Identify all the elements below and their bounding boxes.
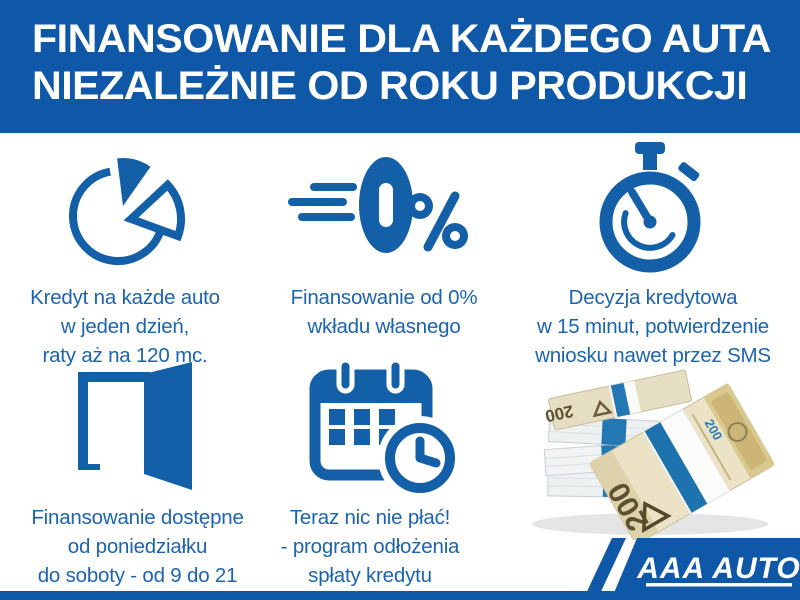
caption-line: Kredyt na każde auto <box>30 286 220 309</box>
feature-caption-availability: Finansowanie dostępne od poniedziałku do… <box>10 503 265 590</box>
caption-line: wkładu własnego <box>307 315 461 338</box>
caption-line: wniosku nawet przez SMS <box>535 344 771 367</box>
caption-line: w 15 minut, potwierdzenie <box>536 315 769 338</box>
banner-title-line2: NIEZALEŻNIE OD ROKU PRODUKCJI <box>32 64 748 108</box>
caption-line: Finansowanie od 0% <box>290 286 478 309</box>
caption-line: Teraz nic nie płać! <box>289 506 451 529</box>
banner: FINANSOWANIE DLA KAŻDEGO AUTA NIEZALEŻNI… <box>0 0 800 133</box>
feature-caption-deferral: Teraz nic nie płać! - program odłożenia … <box>245 503 495 590</box>
zero-percent-icon <box>288 157 468 253</box>
feature-caption-credit: Kredyt na każde auto w jeden dzień, raty… <box>6 283 244 370</box>
caption-line: Decyzja kredytowa <box>568 286 738 309</box>
caption-line: raty aż na 120 mc. <box>42 344 208 367</box>
feature-caption-decision: Decyzja kredytowa w 15 minut, potwierdze… <box>506 283 800 370</box>
caption-line: Finansowanie dostępne <box>31 506 244 529</box>
caption-line: od poniedziałku <box>67 535 208 558</box>
bottom-accent-bar <box>0 591 800 600</box>
logo-text: AAA AUTO <box>636 552 800 585</box>
caption-line: spłaty kredytu <box>308 564 432 587</box>
calendar-clock-icon <box>309 357 462 499</box>
money-stacks-image: 200 200 200 <box>532 369 775 540</box>
banknote-bundle-front: 200 200 <box>589 383 775 540</box>
banner-title-line1: FINANSOWANIE DLA KAŻDEGO AUTA <box>32 17 771 61</box>
caption-line: - program odłożenia <box>280 535 460 558</box>
stopwatch-icon <box>599 142 701 273</box>
caption-line: do soboty - od 9 do 21 <box>37 564 238 587</box>
feature-caption-zero-percent: Finansowanie od 0% wkładu własnego <box>250 283 518 341</box>
aaa-auto-logo: AAA AUTO <box>583 538 800 600</box>
open-door-icon <box>78 362 192 490</box>
caption-line: w jeden dzień, <box>60 315 190 338</box>
speed-lines-icon <box>288 183 357 221</box>
pie-chart-icon <box>69 158 186 265</box>
